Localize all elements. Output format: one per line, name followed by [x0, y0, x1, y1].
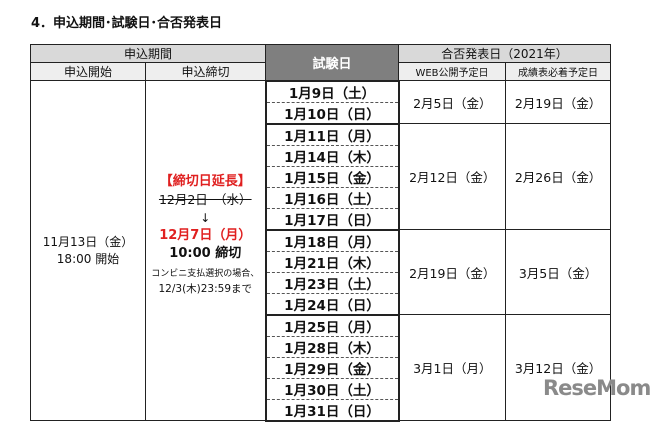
- deadline-time: 10:00 締切: [169, 246, 242, 261]
- deadline-new: 12月7日（月）: [159, 228, 252, 243]
- header-exam: 試験日: [265, 44, 400, 81]
- exam-date: 1月18日（月）: [264, 228, 400, 252]
- exam-date: 1月21日（木）: [264, 250, 400, 273]
- header-start: 申込開始: [30, 62, 146, 81]
- mail-date: 2月26日（金）: [505, 123, 612, 230]
- deadline-old: 12月2日 （水）: [158, 192, 252, 207]
- exam-date: 1月31日（日）: [264, 398, 400, 422]
- table-row: 1月16日（土）: [31, 186, 611, 209]
- exam-date: 1月10日（日）: [264, 101, 400, 125]
- exam-date: 1月14日（木）: [264, 144, 400, 167]
- header-deadline: 申込締切: [144, 62, 267, 81]
- mail-date: 3月12日（金）: [505, 314, 612, 421]
- table-row: 1月23日（土）: [31, 271, 611, 294]
- exam-date: 1月9日（土）: [264, 79, 400, 103]
- exam-date: 1月30日（土）: [264, 377, 400, 400]
- web-date: 2月12日（金）: [398, 123, 507, 230]
- arrow-down-icon: ↓: [200, 211, 211, 225]
- web-date: 2月5日（金）: [398, 80, 507, 124]
- section-title: 4．申込期間･試験日･合否発表日: [31, 16, 223, 31]
- exam-date: 1月11日（月）: [264, 122, 400, 146]
- header-period: 申込期間: [29, 44, 267, 63]
- exam-date: 1月15日（金）: [264, 165, 400, 188]
- deadline-extended-label: 【締切日延長】: [159, 174, 251, 189]
- header-mail: 成績表必着予定日: [505, 62, 612, 81]
- table-row: 1月21日（木）: [31, 250, 611, 273]
- header-web: WEB公開予定日: [398, 62, 507, 81]
- table-row: 1月30日（土）: [31, 377, 611, 400]
- table-row: 1月17日（日）: [31, 207, 611, 231]
- web-date: 3月1日（月）: [398, 314, 507, 421]
- exam-date: 1月28日（木）: [264, 335, 400, 358]
- table-row: 11月13日（金） 18:00 開始 【締切日延長】 12月2日 （水） ↓ 12…: [30, 79, 612, 421]
- deadline-note-time: 12/3(木)23:59まで: [158, 283, 253, 295]
- mail-date: 2月19日（金）: [505, 80, 612, 124]
- header-result: 合否発表日（2021年）: [398, 44, 612, 63]
- web-date: 2月19日（金）: [398, 229, 507, 315]
- deadline-note: コンビニ支払選択の場合、: [151, 269, 260, 279]
- exam-date: 1月17日（日）: [264, 207, 400, 231]
- resemom-logo: ReseMom: [543, 376, 651, 400]
- table-row: 1月29日（金）: [31, 356, 611, 379]
- start-cell: 11月13日（金） 18:00 開始: [30, 80, 146, 421]
- exam-date: 1月25日（月）: [264, 313, 400, 337]
- table-row: 1月14日（木）: [31, 144, 611, 167]
- exam-date: 1月24日（日）: [264, 292, 400, 316]
- schedule-table: 申込期間 試験日 合否発表日（2021年） 申込開始 申込締切 WEB公開予定日…: [29, 44, 612, 422]
- deadline-cell: 【締切日延長】 12月2日 （水） ↓ 12月7日（月） 10:00 締切 コン…: [144, 80, 267, 421]
- exam-date: 1月23日（土）: [264, 271, 400, 294]
- exam-date: 1月16日（土）: [264, 186, 400, 209]
- start-date: 11月13日（金）: [42, 234, 134, 249]
- mail-date: 3月5日（金）: [505, 229, 612, 315]
- table-row: 1月11日（月） 2月12日（金） 2月26日（金）: [31, 122, 612, 230]
- start-time: 18:00 開始: [56, 251, 120, 266]
- table-row: 1月25日（月） 3月1日（月） 3月12日（金）: [31, 313, 612, 421]
- exam-date: 1月29日（金）: [264, 356, 400, 379]
